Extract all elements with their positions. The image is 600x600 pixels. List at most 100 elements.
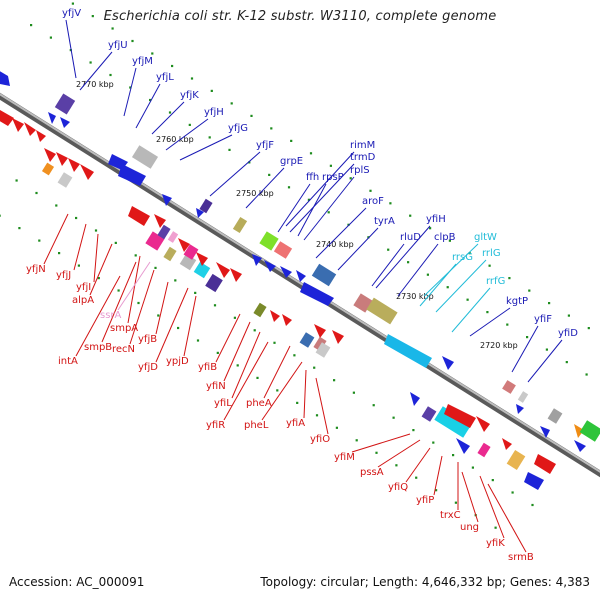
gene-label-recN[interactable]: recN xyxy=(112,344,135,355)
gene-label-grpE[interactable]: grpE xyxy=(280,156,303,167)
feature-blue-arrow[interactable] xyxy=(442,356,454,370)
feature-box-magenta[interactable] xyxy=(183,244,199,260)
gene-label-yfjG[interactable]: yfjG xyxy=(228,123,248,134)
feature-blue-arrow[interactable] xyxy=(280,266,292,278)
gene-label-pssA[interactable]: pssA xyxy=(360,467,384,478)
gene-label-rpsP[interactable]: rpsP xyxy=(322,172,344,183)
gene-label-ssrA[interactable]: ssrA xyxy=(100,310,122,321)
gene-label-ypjD[interactable]: ypjD xyxy=(166,356,189,367)
feature-blue-arrow[interactable] xyxy=(264,260,276,272)
gene-label-clpB[interactable]: clpB xyxy=(434,232,456,243)
feature-blue-arrow[interactable] xyxy=(196,208,204,218)
gene-label-yfiH[interactable]: yfiH xyxy=(426,214,446,225)
gene-label-rrlG[interactable]: rrlG xyxy=(482,248,501,259)
feature-box-rose[interactable] xyxy=(502,380,516,394)
gene-label-trxC[interactable]: trxC xyxy=(440,510,461,521)
gene-label-srmB[interactable]: srmB xyxy=(508,552,534,563)
feature-red-arrow[interactable] xyxy=(332,330,344,344)
feature-box-salmon[interactable] xyxy=(273,241,293,259)
gene-label-yfiN[interactable]: yfiN xyxy=(206,381,226,392)
feature-box-magenta[interactable] xyxy=(477,442,491,458)
gene-label-yfiA[interactable]: yfiA xyxy=(286,418,305,429)
feature-box-grey[interactable] xyxy=(57,172,73,188)
feature-box-grey[interactable] xyxy=(131,145,159,169)
feature-blue-arrow[interactable] xyxy=(456,438,470,454)
feature-box-olive[interactable] xyxy=(253,302,267,318)
gene-label-yfjM[interactable]: yfjM xyxy=(132,56,153,67)
gene-label-rrsG[interactable]: rrsG xyxy=(452,252,473,263)
gene-label-yfjJ[interactable]: yfjJ xyxy=(56,270,71,281)
feature-red-arrow[interactable] xyxy=(270,310,280,322)
gene-label-intA[interactable]: intA xyxy=(58,356,78,367)
feature-red-arrow[interactable] xyxy=(154,214,166,228)
feature-red-arrow[interactable] xyxy=(36,130,46,142)
gene-label-pheA[interactable]: pheA xyxy=(246,398,272,409)
feature-box-grey[interactable] xyxy=(315,342,331,358)
feature-cyan-arrow[interactable] xyxy=(384,334,432,368)
gene-label-gltW[interactable]: gltW xyxy=(474,232,497,243)
feature-red-arrow[interactable] xyxy=(216,262,230,278)
gene-label-yfiD[interactable]: yfiD xyxy=(558,328,578,339)
feature-red-arrow[interactable] xyxy=(0,110,14,126)
feature-box-purple[interactable] xyxy=(199,198,213,214)
gene-label-yfiR[interactable]: yfiR xyxy=(206,420,225,431)
gene-label-smpB[interactable]: smpB xyxy=(84,342,112,353)
feature-red-arrow[interactable] xyxy=(178,238,190,252)
gene-label-aroF[interactable]: aroF xyxy=(362,196,384,207)
feature-box-olive[interactable] xyxy=(366,297,398,325)
gene-label-yfiM[interactable]: yfiM xyxy=(334,452,355,463)
gene-label-rimM[interactable]: rimM xyxy=(350,140,375,151)
feature-blue-arrow[interactable] xyxy=(296,270,306,282)
gene-label-yfjH[interactable]: yfjH xyxy=(204,107,224,118)
gene-label-kgtP[interactable]: kgtP xyxy=(506,296,528,307)
feature-box-purple[interactable] xyxy=(421,406,437,422)
gene-label-alpA[interactable]: alpA xyxy=(72,295,94,306)
feature-red-arrow[interactable] xyxy=(24,122,36,136)
feature-box-grey[interactable] xyxy=(547,408,563,424)
gene-label-yfiF[interactable]: yfiF xyxy=(534,314,552,325)
gene-label-yfjL[interactable]: yfjL xyxy=(156,72,174,83)
gene-label-smpA[interactable]: smpA xyxy=(110,323,138,334)
gene-label-yfjV[interactable]: yfjV xyxy=(62,8,81,19)
gene-label-yfjK[interactable]: yfjK xyxy=(180,90,199,101)
feature-box-purple[interactable] xyxy=(205,273,223,293)
gene-label-rluD[interactable]: rluD xyxy=(400,232,421,243)
gene-label-trmD[interactable]: trmD xyxy=(350,152,376,163)
feature-red-arrow[interactable] xyxy=(196,252,208,266)
feature-box-multicolor[interactable] xyxy=(506,450,526,470)
feature-box-olive[interactable] xyxy=(232,216,248,234)
gene-label-rrfG[interactable]: rrfG xyxy=(486,276,505,287)
feature-box-lime[interactable] xyxy=(259,231,279,251)
feature-blue-arrow[interactable] xyxy=(300,282,334,306)
feature-blue-arrow[interactable] xyxy=(524,472,544,490)
feature-red-arrow[interactable] xyxy=(128,206,150,226)
feature-box-purple[interactable] xyxy=(157,224,171,240)
feature-box-green[interactable] xyxy=(579,420,600,442)
feature-red-arrow[interactable] xyxy=(534,454,556,474)
gene-label-yfiP[interactable]: yfiP xyxy=(416,495,434,506)
feature-box-steel[interactable] xyxy=(299,332,315,348)
gene-label-yfjD[interactable]: yfjD xyxy=(138,362,158,373)
gene-label-ffh[interactable]: ffh xyxy=(306,172,319,183)
feature-blue-arrow[interactable] xyxy=(60,117,70,128)
feature-blue-arrow[interactable] xyxy=(0,70,10,86)
feature-box-cyan[interactable] xyxy=(193,261,211,279)
gene-label-yfiO[interactable]: yfiO xyxy=(310,434,330,445)
feature-red-arrow[interactable] xyxy=(56,152,68,166)
feature-blue-arrow[interactable] xyxy=(48,112,56,124)
feature-blue-arrow[interactable] xyxy=(162,194,172,206)
gene-label-yfjU[interactable]: yfjU xyxy=(108,40,128,51)
feature-box-rose[interactable] xyxy=(313,336,327,352)
gene-label-tyrA[interactable]: tyrA xyxy=(374,216,395,227)
gene-label-ung[interactable]: ung xyxy=(460,522,479,533)
gene-label-yfjF[interactable]: yfjF xyxy=(256,140,274,151)
gene-label-yfjB[interactable]: yfjB xyxy=(138,334,157,345)
feature-box-purple[interactable] xyxy=(54,93,76,115)
feature-box-orange[interactable] xyxy=(41,162,55,176)
gene-label-yfiK[interactable]: yfiK xyxy=(486,538,505,549)
feature-blue-arrow[interactable] xyxy=(252,254,262,266)
feature-blue-arrow[interactable] xyxy=(516,404,524,414)
feature-box-pink[interactable] xyxy=(167,231,179,243)
feature-red-arrow[interactable] xyxy=(444,404,476,428)
feature-red-arrow[interactable] xyxy=(12,118,24,132)
